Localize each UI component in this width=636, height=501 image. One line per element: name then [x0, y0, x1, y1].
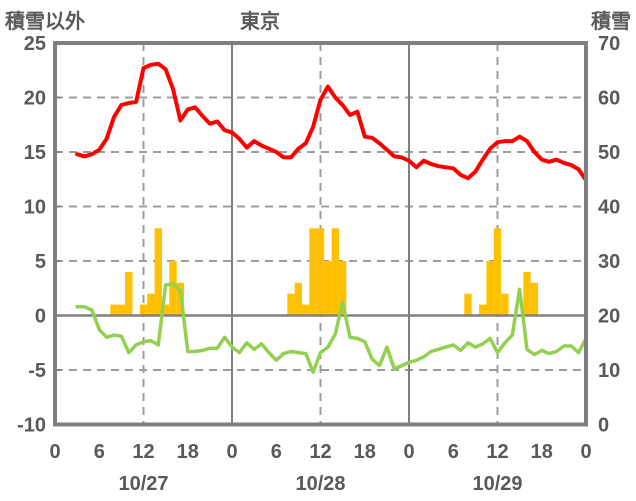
right-tick-label: 0	[598, 415, 609, 437]
left-tick-label: 5	[35, 251, 46, 273]
left-tick-label: 20	[24, 88, 46, 110]
bar	[479, 304, 487, 316]
bar	[117, 304, 126, 316]
chart-title: 東京	[240, 11, 280, 33]
x-axis-date-labels: 10/27 10/28 10/29	[118, 473, 522, 495]
hour-tick-label: 12	[486, 441, 508, 463]
bar	[125, 271, 133, 316]
bar	[530, 282, 539, 316]
hour-tick-label: 6	[271, 441, 282, 463]
bar	[338, 261, 347, 316]
right-tick-label: 60	[598, 88, 620, 110]
x-axis-hour-labels: 0 6 12 18 0 6 12 18 0 6 12 18 0	[49, 441, 591, 463]
bar	[486, 261, 494, 316]
hour-tick-label: 0	[49, 441, 60, 463]
hour-tick-label: 0	[226, 441, 237, 463]
hour-tick-label: 6	[94, 441, 105, 463]
hour-tick-label: 12	[309, 441, 331, 463]
left-tick-label: -5	[28, 360, 46, 382]
left-tick-label: 25	[24, 33, 46, 55]
left-tick-label: -10	[17, 415, 46, 437]
hour-tick-label: 6	[448, 441, 459, 463]
bar	[139, 304, 148, 316]
hour-tick-label: 12	[132, 441, 154, 463]
left-tick-label: 15	[24, 142, 46, 164]
left-axis-title: 積雪以外	[5, 11, 85, 33]
bar	[324, 261, 332, 316]
hour-tick-label: 18	[177, 441, 199, 463]
right-tick-label: 50	[598, 142, 620, 164]
left-tick-label: 10	[24, 197, 46, 219]
left-axis-tick-labels: 25 20 15 10 5 0 -5 -10	[17, 33, 60, 437]
right-axis-tick-labels: 70 60 50 40 30 20 10 0	[598, 33, 620, 437]
right-tick-label: 70	[598, 33, 620, 55]
date-label: 10/29	[472, 473, 522, 495]
left-tick-label: 0	[35, 306, 46, 328]
hour-tick-label: 0	[403, 441, 414, 463]
right-tick-label: 30	[598, 251, 620, 273]
plot-border	[53, 41, 588, 427]
right-tick-label: 20	[598, 306, 620, 328]
bar	[316, 228, 325, 316]
red-line-series	[75, 61, 588, 183]
bar	[169, 261, 177, 316]
date-label: 10/27	[118, 473, 168, 495]
bar	[110, 304, 118, 316]
bar	[287, 293, 295, 316]
right-axis-title: 積雪	[591, 11, 631, 33]
bar	[309, 228, 317, 316]
green-line-series	[75, 282, 588, 374]
bar	[501, 293, 509, 316]
bar	[302, 304, 310, 316]
bar	[331, 228, 339, 316]
bar	[161, 304, 170, 316]
bar-series	[110, 228, 539, 316]
date-label: 10/28	[295, 473, 345, 495]
bar	[464, 293, 472, 316]
bar	[147, 293, 155, 316]
bar	[523, 271, 531, 316]
right-tick-label: 40	[598, 197, 620, 219]
bar	[154, 228, 162, 316]
bar	[493, 228, 502, 316]
hour-tick-label: 0	[580, 441, 591, 463]
right-tick-label: 10	[598, 360, 620, 382]
hour-tick-label: 18	[531, 441, 553, 463]
hour-tick-label: 18	[354, 441, 376, 463]
bar	[294, 282, 303, 316]
